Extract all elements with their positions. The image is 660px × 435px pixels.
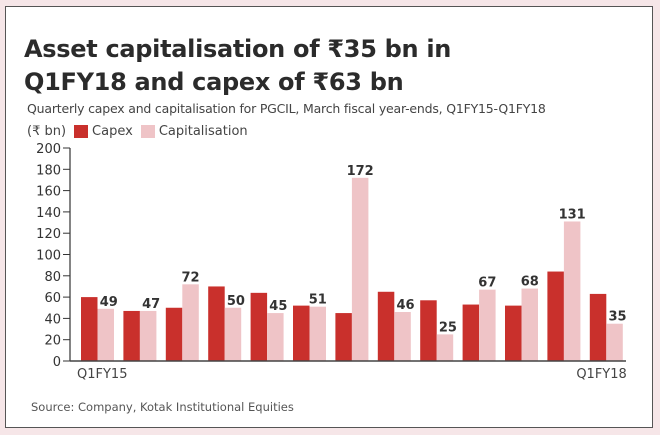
y-tick-label: 200 [36, 142, 61, 157]
bar-capitalisation-q1fy16 [267, 313, 284, 361]
data-label-capitalisation-q3fy17: 68 [521, 275, 539, 290]
bar-capitalisation-q1fy18 [606, 323, 623, 361]
data-label-capitalisation-q3fy15: 72 [182, 270, 200, 285]
bar-capitalisation-q2fy17 [479, 289, 496, 361]
source-note: Source: Company, Kotak Institutional Equ… [31, 400, 294, 414]
data-label-capitalisation-q1fy16: 45 [269, 299, 287, 314]
data-label-capitalisation-q2fy15: 47 [142, 297, 160, 312]
bar-capex-q1fy18 [589, 293, 607, 361]
bar-capitalisation-q4fy15 [224, 307, 242, 361]
data-label-capitalisation-q1fy17: 25 [439, 320, 457, 335]
y-tick-label: 80 [44, 270, 61, 285]
data-label-capitalisation-q4fy16: 46 [397, 298, 415, 313]
bar-capitalisation-q1fy15 [97, 308, 114, 361]
legend-label-capitalisation: Capitalisation [158, 124, 248, 139]
bar-capex-q1fy16 [250, 292, 268, 361]
data-label-capitalisation-q1fy15: 49 [100, 295, 118, 310]
bar-capitalisation-q3fy16 [351, 177, 369, 361]
legend-swatch-capex [74, 125, 89, 138]
bar-capex-q1fy17 [420, 300, 437, 361]
bar-capitalisation-q2fy15 [139, 310, 157, 361]
bar-capitalisation-q2fy16 [309, 306, 326, 361]
bar-capitalisation-q1fy17 [436, 334, 454, 361]
y-tick-label: 20 [44, 334, 61, 349]
unit-label: (₹ bn) [27, 124, 67, 139]
legend: (₹ bn) Capex Capitalisation [27, 124, 248, 139]
data-label-capitalisation-q2fy16: 51 [309, 293, 327, 308]
y-tick-label: 0 [53, 355, 61, 370]
chart-title-line-2: Q1FY18 and capex of ₹63 bn [24, 68, 404, 96]
y-tick-label: 160 [36, 185, 61, 200]
data-label-capitalisation-q1fy18: 35 [609, 310, 627, 325]
chart-title: Asset capitalisation of ₹35 bn in Q1FY18… [24, 33, 451, 99]
chart-title-line-1: Asset capitalisation of ₹35 bn in [24, 35, 452, 63]
y-tick-label: 100 [36, 249, 61, 264]
bar-capex-q2fy17 [462, 304, 480, 361]
bar-capex-q4fy17 [547, 271, 564, 361]
chart-subtitle: Quarterly capex and capitalisation for P… [27, 101, 546, 116]
bar-capitalisation-q3fy15 [182, 284, 199, 361]
y-tick-label: 40 [44, 312, 61, 327]
data-label-capitalisation-q4fy15: 50 [227, 294, 245, 309]
y-tick-label: 140 [36, 206, 61, 221]
x-tick-label: Q1FY18 [576, 367, 626, 382]
bar-capex-q3fy17 [505, 305, 522, 361]
legend-label-capex: Capex [92, 124, 133, 139]
bar-capex-q3fy16 [335, 313, 352, 361]
bar-capitalisation-q3fy17 [521, 288, 538, 361]
bar-capex-q4fy16 [377, 291, 395, 361]
y-tick-label: 180 [36, 163, 61, 178]
bar-capitalisation-q4fy17 [563, 221, 581, 361]
bar-capex-q4fy15 [208, 286, 225, 361]
legend-swatch-capitalisation [140, 125, 155, 138]
bar-capex-q2fy15 [123, 310, 140, 361]
data-label-capitalisation-q3fy16: 172 [347, 164, 374, 179]
y-tick-label: 120 [36, 227, 61, 242]
bar-capex-q2fy16 [293, 305, 310, 361]
bar-capex-q1fy15 [81, 297, 98, 361]
bar-capex-q3fy15 [165, 307, 183, 361]
x-tick-label: Q1FY15 [77, 367, 127, 382]
data-label-capitalisation-q4fy17: 131 [559, 207, 586, 222]
bar-capitalisation-q4fy16 [394, 312, 411, 361]
y-tick-label: 60 [44, 291, 61, 306]
data-label-capitalisation-q2fy17: 67 [478, 276, 496, 291]
